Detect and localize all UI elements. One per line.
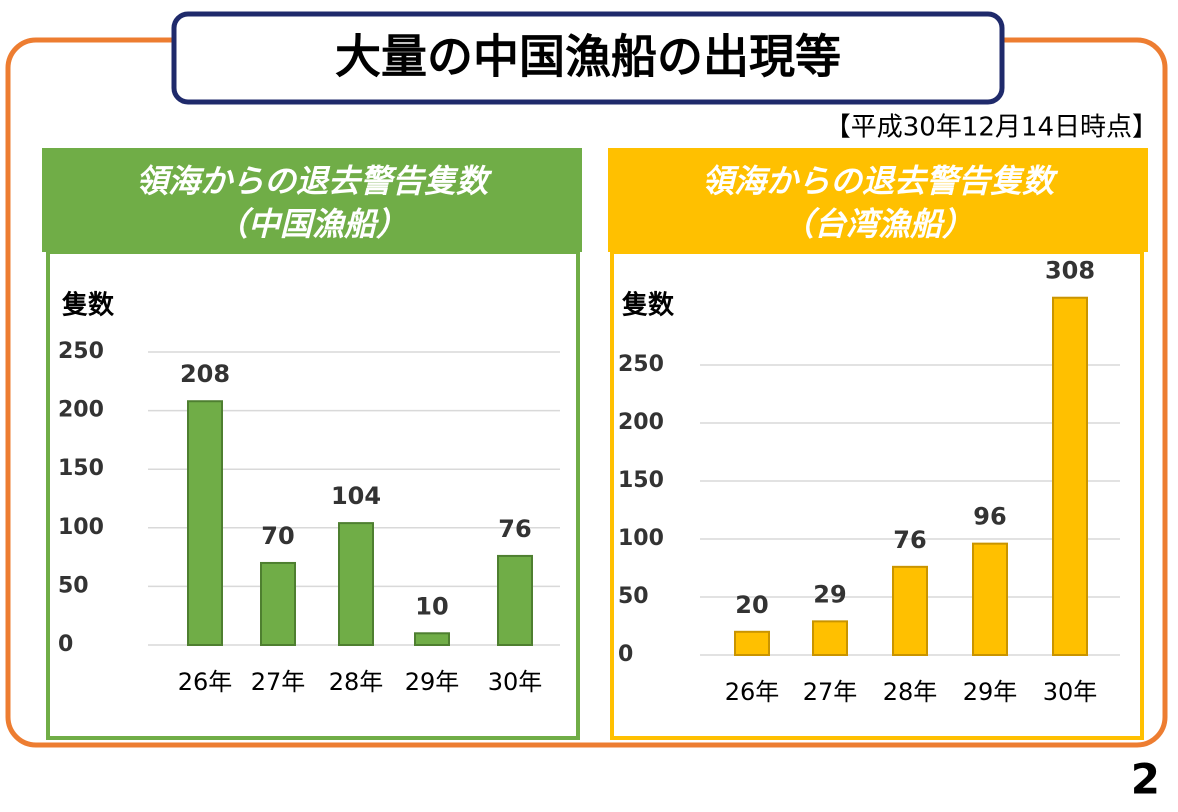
bar: [497, 554, 533, 646]
y-tick-label: 50: [58, 573, 89, 598]
bar: [1052, 296, 1088, 656]
x-tick-label: 30年: [1043, 678, 1098, 706]
bar: [260, 561, 296, 647]
value-label: 76: [893, 526, 926, 554]
title-box: [171, 11, 1005, 105]
chart-title: 領海からの退去警告隻数: [702, 162, 1059, 200]
y-tick-label: 150: [58, 456, 104, 481]
chart-title: 領海からの退去警告隻数: [136, 162, 493, 200]
value-label: 96: [973, 503, 1006, 531]
bar: [972, 542, 1008, 657]
value-label: 308: [1045, 257, 1095, 285]
x-tick-label: 29年: [405, 668, 460, 696]
value-label: 10: [415, 592, 448, 620]
page-number: 2: [1131, 755, 1160, 804]
x-tick-label: 27年: [251, 668, 306, 696]
bar: [187, 400, 223, 646]
value-label: 208: [180, 360, 230, 388]
y-tick-label: 0: [618, 642, 633, 667]
y-tick-label: 150: [618, 468, 664, 493]
x-tick-label: 26年: [725, 678, 780, 706]
y-tick-label: 50: [618, 584, 649, 609]
date-note: 【平成30年12月14日時点】: [825, 113, 1158, 143]
x-tick-label: 30年: [488, 668, 543, 696]
value-label: 29: [813, 580, 846, 608]
y-axis-label: 隻数: [62, 291, 115, 321]
x-tick-label: 28年: [329, 668, 384, 696]
y-tick-label: 100: [618, 526, 664, 551]
y-tick-label: 200: [58, 398, 104, 423]
x-tick-label: 26年: [178, 668, 233, 696]
value-label: 76: [498, 515, 531, 543]
value-label: 104: [331, 482, 381, 510]
x-tick-label: 28年: [883, 678, 938, 706]
bar: [892, 565, 928, 657]
chart-subtitle: （中国漁船）: [216, 205, 408, 243]
y-tick-label: 250: [58, 339, 104, 364]
bar: [338, 522, 374, 646]
chart-subtitle: （台湾漁船）: [782, 205, 974, 243]
x-tick-label: 29年: [963, 678, 1018, 706]
y-tick-label: 100: [58, 515, 104, 540]
bar: [734, 630, 770, 656]
y-tick-label: 0: [58, 632, 73, 657]
bar: [812, 620, 848, 656]
panel-body: [46, 250, 580, 740]
panel-header: [608, 148, 1148, 252]
y-axis-label: 隻数: [622, 291, 675, 321]
bar: [414, 632, 450, 647]
x-tick-label: 27年: [803, 678, 858, 706]
slide-title: 大量の中国漁船の出現等: [335, 30, 841, 84]
value-label: 20: [735, 591, 768, 619]
panel-header: [42, 148, 582, 252]
y-tick-label: 250: [618, 352, 664, 377]
value-label: 70: [261, 522, 294, 550]
y-tick-label: 200: [618, 410, 664, 435]
